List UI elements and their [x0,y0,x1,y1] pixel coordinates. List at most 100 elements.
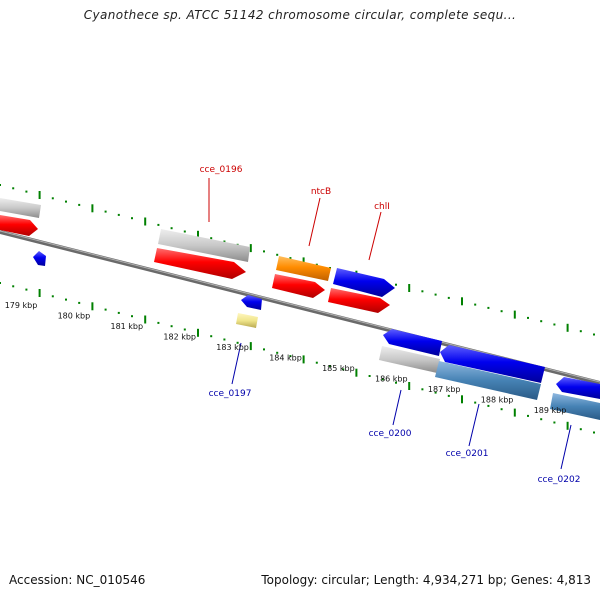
upper-row-tick [487,306,490,309]
gene-blue-186[interactable] [383,329,442,356]
scale-labels: 179 kbp 180 kbp 181 kbp 182 kbp 183 kbp 184 k… [5,301,567,415]
scale-label: 189 kbp [534,406,567,415]
scale-label: 185 kbp [322,364,355,373]
lower-row-tick [487,404,490,407]
lower-row-tick [65,298,67,301]
upper-row-tick [183,230,186,233]
upper-row-tick [315,263,318,266]
lower-row-tick [78,301,81,304]
lower-row-tick [12,285,15,288]
scale-label: 181 kbp [110,322,143,331]
lower-row-tick [104,308,107,311]
upper-row-tick [51,197,54,200]
lower-row-tick [183,328,186,331]
lower-row-tick [540,418,543,421]
lower-row-tick [421,388,424,391]
upper-row-tick [12,187,15,190]
lower-row-tick [381,378,384,381]
lower-row-tick [223,338,226,341]
lower-row-tick [368,375,371,377]
upper-row-tick [289,257,292,260]
gene-chlI[interactable] [333,268,395,297]
gene-cce0196-gray[interactable] [158,229,250,262]
gene-gray-left[interactable] [0,198,41,218]
gene-ntcB-red[interactable] [272,274,325,298]
gene-red-left[interactable] [0,215,38,236]
gene-blue-small-mid[interactable] [241,295,262,310]
gene-cce0201[interactable] [435,361,541,400]
scale-label: 183 kbp [216,343,249,352]
lower-row-tick [527,414,529,417]
lower-row-tick [553,421,556,424]
upper-row-tick [540,320,543,323]
scale-label: 186 kbp [375,375,408,384]
gene-blue-small-left[interactable] [33,251,46,266]
lower-tick-row [0,282,595,434]
scale-label: 182 kbp [163,333,196,342]
lower-row-tick [434,391,437,394]
upper-row-tick [579,330,582,333]
upper-row-tick [447,296,450,299]
cce0201-connector [468,403,480,447]
upper-row-tick [78,203,81,206]
upper-row-tick [210,237,213,240]
label-cce0196[interactable]: cce_0196 [200,165,243,175]
lower-row-tick [170,325,173,328]
label-cce0202[interactable]: cce_0202 [538,475,581,485]
gene-blue-187[interactable] [440,345,545,383]
lower-row-tick [276,351,279,354]
cce0200-connector [392,389,402,426]
label-cce0200[interactable]: cce_0200 [369,429,412,439]
upper-row-tick [395,283,397,286]
lower-row-tick [0,282,1,284]
upper-row-tick [117,213,120,216]
upper-row-tick [500,310,503,313]
lower-row-tick [131,315,133,318]
upper-row-tick [593,333,595,336]
upper-row-tick [421,290,424,293]
gene-cce0200[interactable] [379,346,440,373]
gene-cce0197[interactable] [236,313,258,328]
lower-row-tick [593,431,595,434]
chlI-connector [368,211,382,261]
lower-row-tick [329,365,331,367]
scale-label: 187 kbp [428,385,461,394]
scale-label: 180 kbp [58,312,91,321]
lower-row-tick [342,368,345,371]
upper-row-tick [276,253,279,256]
lower-row-tick [315,361,318,364]
label-cce0201[interactable]: cce_0201 [446,449,489,459]
upper-row-tick [65,200,67,203]
upper-row-tick [0,184,1,186]
upper-row-tick [434,293,437,296]
upper-row-tick [223,240,226,243]
lower-row-tick [579,428,582,431]
lower-row-tick [117,311,120,314]
map-title: Cyanothece sp. ATCC 51142 chromosome cir… [83,8,517,22]
upper-row-tick [157,223,160,226]
topology-summary: Topology: circular; Length: 4,934,271 bp… [261,573,591,587]
lower-row-tick [289,355,292,358]
accession-text: Accession: NC_010546 [9,573,146,587]
upper-row-tick [527,316,529,319]
gene-blue-right[interactable] [556,377,600,399]
label-ntcB[interactable]: ntcB [311,187,331,197]
label-chlI[interactable]: chlI [374,202,390,212]
cce0202-connector [560,424,572,470]
scale-label: 188 kbp [481,396,514,405]
gene-cce0202[interactable] [550,393,600,420]
lower-row-tick [263,348,265,351]
lower-row-tick [236,341,239,344]
gene-chlI-red[interactable] [328,288,390,313]
upper-row-tick [104,210,107,213]
lower-row-tick [395,381,397,384]
label-cce0197[interactable]: cce_0197 [209,389,252,399]
gene-ntcB[interactable] [276,256,331,281]
gene-cce0196[interactable] [154,248,246,279]
upper-row-tick [131,217,133,220]
scale-label: 184 kbp [269,354,302,363]
lower-row-tick [157,321,160,324]
lower-row-tick [210,335,213,338]
upper-row-tick [553,323,556,326]
